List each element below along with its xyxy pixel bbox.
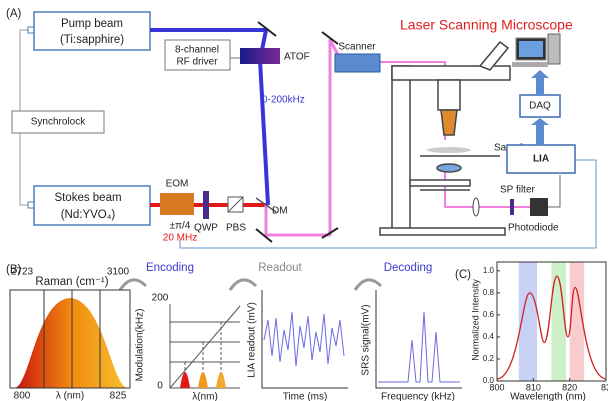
photodiode-box xyxy=(530,198,548,216)
step: Decoding xyxy=(384,262,433,274)
daq: DAQ xyxy=(529,101,551,112)
decoding-trace xyxy=(378,311,460,383)
pbs-diagonal xyxy=(227,196,244,213)
step-arrows xyxy=(118,278,383,291)
modulation-y-label: Modulation(kHz) xyxy=(135,309,146,382)
mirror xyxy=(257,21,277,37)
peak xyxy=(216,372,226,388)
peak xyxy=(180,372,190,388)
raman-spectrum xyxy=(14,298,128,388)
microscope xyxy=(379,40,511,236)
peak xyxy=(198,372,208,388)
raman-tick: 800 xyxy=(14,391,31,401)
pump-subtitle: (Ti:sapphire) xyxy=(60,34,124,46)
decoding-x-label: Frequency (kHz) xyxy=(381,392,455,401)
eom-phase: ±π/4 xyxy=(170,221,191,232)
modulation-tick: 0 xyxy=(157,381,163,392)
port xyxy=(27,26,35,34)
x-tick-label: 820 xyxy=(562,382,577,392)
raman-frame xyxy=(9,289,131,389)
port xyxy=(27,201,35,209)
scanner: Scanner xyxy=(338,42,376,53)
eom: EOM xyxy=(166,179,189,190)
raman-tick: 825 xyxy=(110,391,127,401)
y-tick-label: 1.0 xyxy=(483,266,495,275)
band xyxy=(518,262,537,381)
spectrum xyxy=(496,275,607,380)
dm-label: DM xyxy=(272,206,288,217)
rf-line1: 8-channel xyxy=(175,45,219,56)
raman-tick: 3100 xyxy=(107,267,130,278)
qwp: QWP xyxy=(194,223,218,234)
computer-icon xyxy=(512,33,561,67)
decoding-axes xyxy=(375,290,462,389)
stokes-title: Stokes beam xyxy=(54,192,121,204)
y-tick-label: 0.0 xyxy=(483,376,495,385)
lia: LIA xyxy=(533,154,549,165)
panel-label: (C) xyxy=(455,269,471,281)
atof-range: 0-200kHz xyxy=(262,95,305,106)
decoding-y-label: SRS signal(mV) xyxy=(361,304,372,375)
frame xyxy=(496,261,607,382)
eom-box xyxy=(160,193,194,215)
step: Readout xyxy=(258,262,302,274)
lens xyxy=(472,197,480,217)
band xyxy=(551,262,567,381)
raman-tick: 2723 xyxy=(11,267,34,278)
readout-x-label: Time (ms) xyxy=(283,392,328,401)
sp-filter: SP filter xyxy=(500,185,535,196)
atof: ATOF xyxy=(284,52,310,63)
step: Encoding xyxy=(146,262,194,274)
readout-trace xyxy=(263,311,345,367)
mirror xyxy=(321,227,339,239)
synchrolock: Synchrolock xyxy=(31,117,86,128)
atof-crystal xyxy=(240,48,280,64)
readout-y-label: LIA readout (mV) xyxy=(247,302,258,378)
scanner-box xyxy=(334,53,381,73)
sample-slide xyxy=(427,147,471,153)
raman-dividers xyxy=(43,290,101,388)
c-x-label: Wavelength (nm) xyxy=(510,392,586,401)
mirror xyxy=(255,228,273,243)
y-tick-label: 0.6 xyxy=(483,310,495,319)
eom-frequency: 20 MHz xyxy=(163,233,197,244)
modulation-x-label: λ(nm) xyxy=(192,392,218,401)
arrow xyxy=(531,70,549,95)
raman-label: Raman (cm⁻¹) xyxy=(35,276,108,288)
rf-box xyxy=(164,39,231,71)
y-tick-label: 0.2 xyxy=(483,354,495,363)
panel-label: (A) xyxy=(6,8,22,20)
x-tick-label: 800 xyxy=(489,382,504,392)
qwp-plate xyxy=(203,191,209,219)
raman-x-label: λ (nm) xyxy=(56,391,84,401)
pump-title: Pump beam xyxy=(61,18,123,30)
microscope-title: Laser Scanning Microscope xyxy=(400,17,573,33)
y-tick-label: 0.8 xyxy=(483,288,495,297)
spectrum-plot: 0.0 0.2 0.4 0.6 0.8 1.0 800 810 820 83 xyxy=(483,261,608,392)
pump-box xyxy=(33,11,151,51)
rf-line2: RF driver xyxy=(176,57,218,68)
modulation-tick: 200 xyxy=(152,293,169,304)
synchrolock-box xyxy=(11,110,105,134)
stokes-subtitle: (Nd:YVO₄) xyxy=(61,209,116,221)
readout-axes xyxy=(261,290,348,389)
arrow xyxy=(531,118,549,145)
y-tick-label: 0.4 xyxy=(483,332,495,341)
pbs: PBS xyxy=(226,223,246,234)
panel-label: (B) xyxy=(6,264,22,276)
c-y-label: Normalized Intensity xyxy=(470,279,480,361)
mirror xyxy=(321,31,339,45)
sp-filter-element xyxy=(510,199,514,215)
dichroic-mirror xyxy=(255,197,277,213)
x-tick-label: 810 xyxy=(526,382,541,392)
x-tick-label: 83 xyxy=(601,382,608,392)
photodiode: Photodiode xyxy=(508,223,559,234)
